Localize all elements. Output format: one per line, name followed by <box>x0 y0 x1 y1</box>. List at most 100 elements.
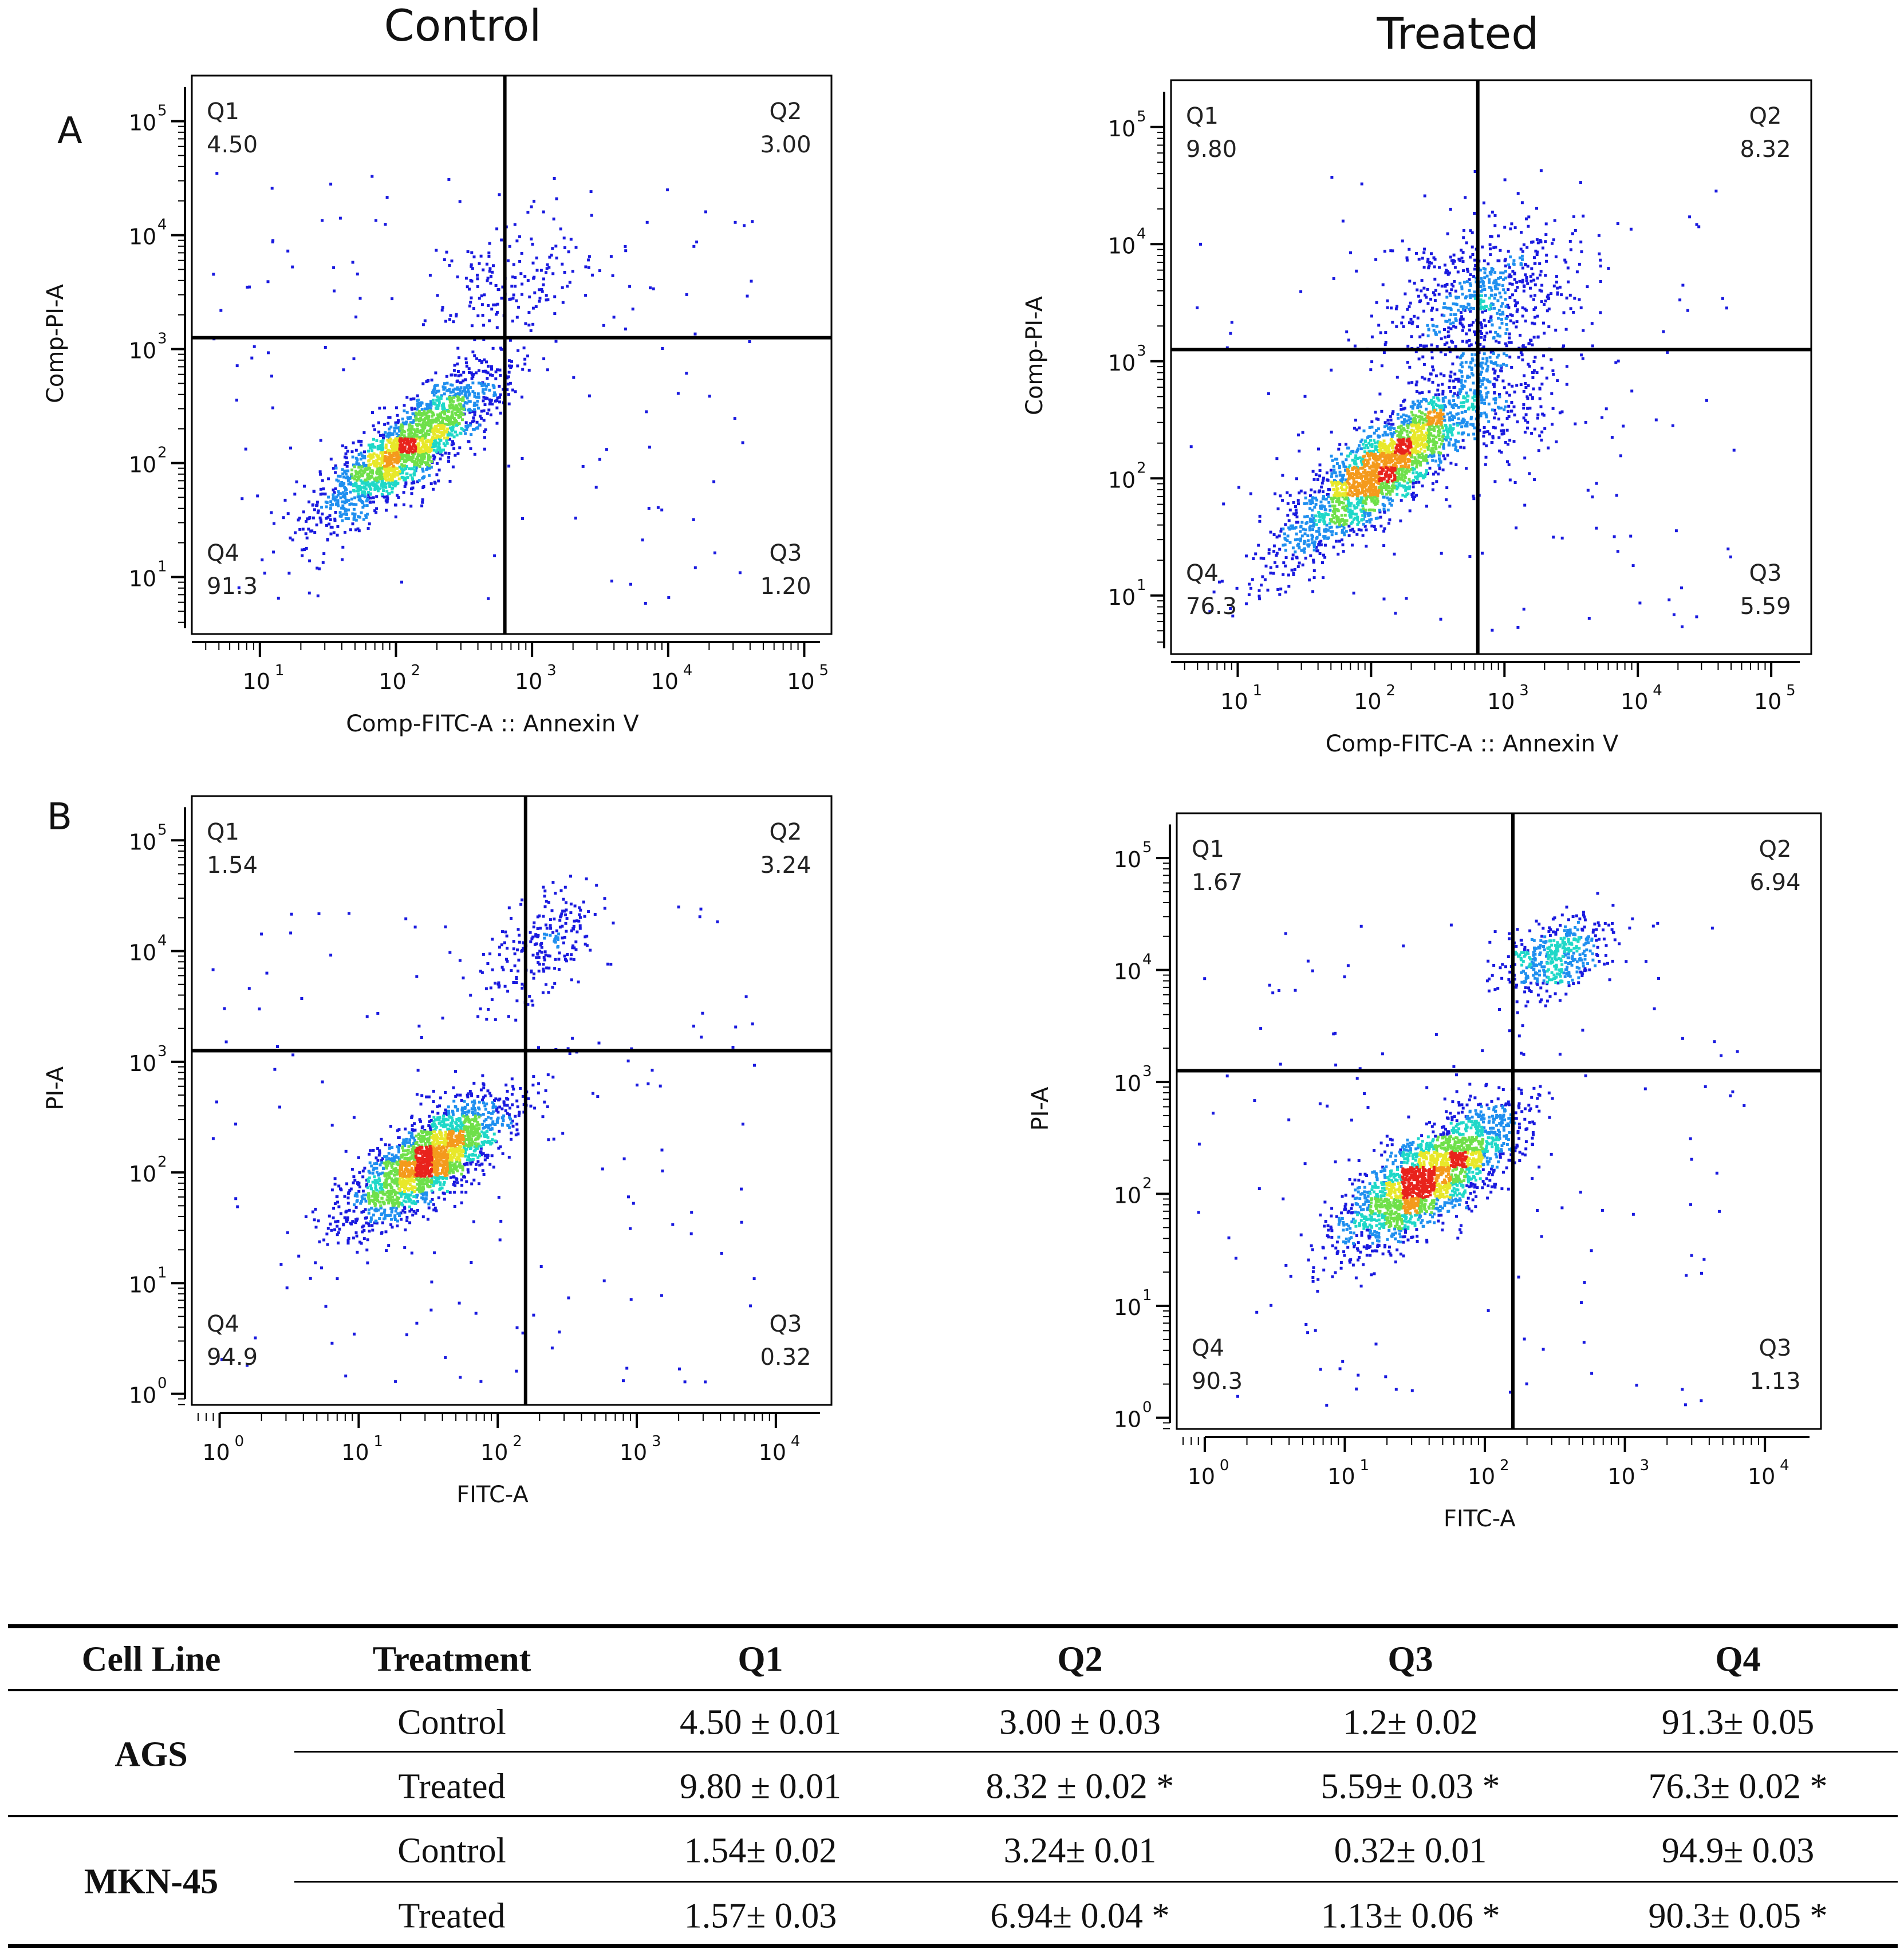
x-tick-label: 10 <box>1607 1464 1635 1489</box>
y-axis-label: Comp-PI-A <box>42 284 69 403</box>
table-cell-line-mkn45: MKN-45 <box>84 1862 219 1901</box>
plot-frame <box>191 795 833 1406</box>
x-tick-label: 10 <box>1754 689 1781 714</box>
x-tick-exponent: 2 <box>513 1433 522 1450</box>
x-tick-exponent: 5 <box>1786 682 1796 699</box>
quadrant-value-q2: 8.32 <box>1740 136 1791 163</box>
panel-label-b: B <box>47 796 72 838</box>
table-value: 3.24± 0.01 <box>1003 1831 1157 1871</box>
y-tick-label: 10 <box>129 338 156 364</box>
y-tick-label: 10 <box>129 1272 156 1297</box>
x-axis-label: Comp-FITC-A :: Annexin V <box>1326 731 1619 757</box>
x-tick-label: 10 <box>1468 1464 1495 1489</box>
x-tick-label: 10 <box>1354 689 1381 714</box>
quadrant-label-q4: Q4 <box>207 540 239 566</box>
table-cell-line-ags: AGS <box>115 1735 188 1774</box>
x-tick-exponent: 4 <box>683 662 693 679</box>
y-tick-exponent: 2 <box>1142 1175 1152 1192</box>
table-value: 3.00 ± 0.03 <box>999 1703 1161 1742</box>
y-tick-label: 10 <box>129 1383 156 1408</box>
x-tick-label: 10 <box>515 669 542 694</box>
x-axis-label: Comp-FITC-A :: Annexin V <box>346 711 639 737</box>
x-tick-exponent: 3 <box>652 1433 661 1450</box>
y-tick-exponent: 1 <box>1142 1287 1152 1304</box>
x-tick-exponent: 1 <box>275 662 285 679</box>
y-tick-exponent: 5 <box>1142 839 1152 856</box>
x-tick-exponent: 0 <box>1220 1457 1229 1474</box>
quadrant-label-q1: Q1 <box>207 819 239 845</box>
table-value: 8.32 ± 0.02 * <box>985 1767 1174 1806</box>
y-tick-label: 10 <box>1114 1295 1141 1320</box>
quadrant-label-q2: Q2 <box>770 99 802 125</box>
quadrant-value-q4: 76.3 <box>1186 593 1237 620</box>
quadrant-label-q4: Q4 <box>207 1311 239 1337</box>
y-tick-label: 10 <box>1114 1183 1141 1208</box>
y-tick-exponent: 5 <box>157 103 167 120</box>
table-treatment: Treated <box>398 1767 506 1806</box>
quadrant-label-q2: Q2 <box>1759 836 1792 863</box>
event-dots <box>212 172 754 605</box>
quadrant-label-q2: Q2 <box>1749 103 1782 129</box>
y-tick-exponent: 4 <box>1142 951 1152 968</box>
table-value: 1.2± 0.02 <box>1343 1703 1478 1742</box>
x-tick-exponent: 3 <box>1640 1457 1650 1474</box>
panel-label-a: A <box>57 110 82 152</box>
quadrant-value-q3: 1.20 <box>760 573 811 600</box>
y-tick-label: 10 <box>1108 116 1136 141</box>
table-header-treatment: Treatment <box>372 1640 531 1679</box>
table-value: 76.3± 0.02 * <box>1648 1767 1828 1806</box>
y-tick-label: 10 <box>129 829 156 855</box>
quadrant-value-q3: 5.59 <box>1740 593 1791 620</box>
y-tick-exponent: 3 <box>1142 1063 1152 1080</box>
table-value: 1.13± 0.06 * <box>1320 1896 1500 1936</box>
x-tick-exponent: 4 <box>1653 682 1662 699</box>
x-tick-exponent: 2 <box>411 662 420 679</box>
table-value: 94.9± 0.03 <box>1661 1831 1815 1871</box>
x-tick-exponent: 3 <box>1519 682 1529 699</box>
y-tick-exponent: 5 <box>157 821 167 838</box>
x-tick-exponent: 2 <box>1500 1457 1509 1474</box>
quadrant-label-q4: Q4 <box>1192 1335 1224 1361</box>
x-tick-label: 10 <box>1487 689 1515 714</box>
x-tick-label: 10 <box>759 1440 786 1465</box>
table-treatment: Control <box>397 1831 506 1871</box>
table-header-q4: Q4 <box>1715 1640 1761 1679</box>
quadrant-value-q3: 0.32 <box>760 1344 811 1371</box>
x-tick-label: 10 <box>1748 1464 1775 1489</box>
y-tick-label: 10 <box>1114 959 1141 985</box>
y-tick-label: 10 <box>129 940 156 966</box>
quadrant-label-q3: Q3 <box>770 1311 802 1337</box>
quadrant-value-q4: 90.3 <box>1192 1368 1243 1395</box>
column-title-control: Control <box>384 0 542 51</box>
table-treatment: Treated <box>398 1896 506 1936</box>
table-value: 9.80 ± 0.01 <box>679 1767 842 1806</box>
x-tick-exponent: 2 <box>1386 682 1396 699</box>
y-tick-exponent: 2 <box>157 1153 167 1171</box>
y-tick-label: 10 <box>129 1161 156 1187</box>
quadrant-label-q3: Q3 <box>1759 1335 1792 1361</box>
plot-frame <box>191 74 833 635</box>
x-tick-label: 10 <box>1327 1464 1355 1489</box>
y-tick-exponent: 3 <box>1137 342 1146 360</box>
y-tick-label: 10 <box>129 225 156 250</box>
y-tick-label: 10 <box>1108 585 1136 610</box>
x-tick-label: 10 <box>243 669 270 694</box>
table-value: 90.3± 0.05 * <box>1648 1896 1828 1936</box>
table-header-q3: Q3 <box>1387 1640 1433 1679</box>
quadrant-label-q1: Q1 <box>1192 836 1224 863</box>
x-tick-label: 10 <box>1188 1464 1215 1489</box>
table-value: 6.94± 0.04 * <box>990 1896 1170 1936</box>
y-tick-exponent: 1 <box>1137 577 1146 594</box>
y-tick-label: 10 <box>1108 351 1136 376</box>
x-axis-label: FITC-A <box>456 1482 529 1508</box>
y-axis-label: PI-A <box>1027 1086 1054 1131</box>
y-tick-label: 10 <box>1108 233 1136 258</box>
x-tick-label: 10 <box>620 1440 647 1465</box>
y-tick-label: 10 <box>1114 1071 1141 1096</box>
x-tick-label: 10 <box>480 1440 508 1465</box>
quadrant-value-q1: 4.50 <box>207 132 258 158</box>
